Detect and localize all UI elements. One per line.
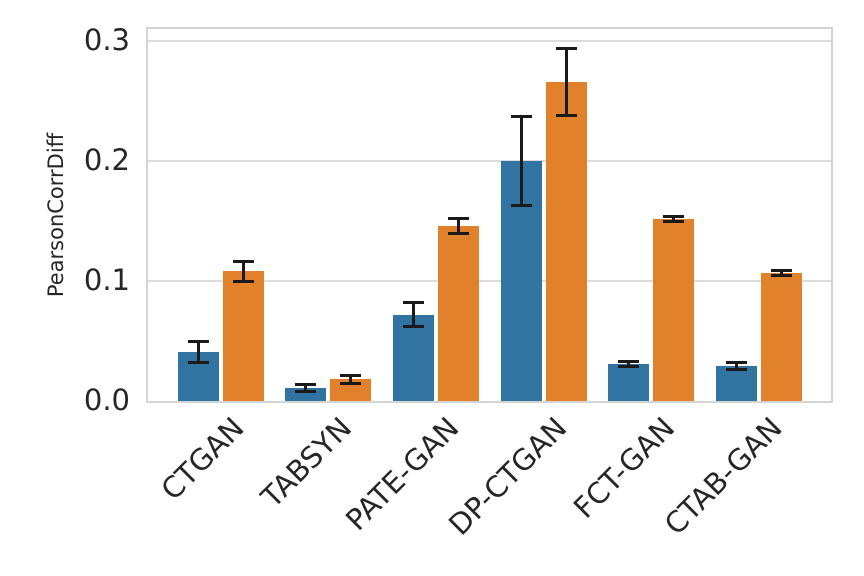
gridline-y-0.2 [148, 160, 831, 162]
plot-area [146, 27, 833, 403]
x-tick-label-fct-gan: FCT-GAN [566, 410, 681, 525]
y-tick-label: 0.1 [83, 263, 130, 297]
y-tick-label: 0.0 [83, 383, 130, 417]
error-bar [735, 362, 738, 370]
bar-fct-gan-series-blue [608, 364, 650, 401]
error-bar-cap-low [402, 325, 424, 329]
error-bar [519, 116, 523, 206]
error-bar-cap-low [663, 219, 685, 223]
error-bar-cap-high [726, 361, 747, 365]
error-bar-cap-low [187, 361, 209, 365]
y-tick-label: 0.3 [83, 23, 130, 57]
x-tick-label-tabsyn: TABSYN [254, 410, 358, 515]
gridline-y-0.3 [148, 40, 831, 42]
error-bar-cap-low [726, 368, 747, 372]
error-bar [564, 48, 568, 116]
bar-fct-gan-series-orange [653, 219, 695, 401]
bar-pate-gan-series-orange [437, 226, 479, 401]
error-bar-cap-high [187, 339, 209, 343]
gridline-y-0.1 [148, 280, 831, 282]
error-bar-cap-low [618, 364, 640, 368]
error-bar-cap-high [663, 214, 685, 218]
bar-ctab-gan-series-blue [716, 366, 757, 401]
bar-pate-gan-series-blue [392, 315, 434, 401]
error-bar [627, 361, 631, 367]
error-bar-cap-high [447, 217, 469, 221]
error-bar-cap-low [510, 203, 532, 207]
error-bar-cap-low [340, 381, 362, 385]
x-tick-label-ctgan: CTGAN [153, 410, 251, 507]
error-bar-cap-low [447, 231, 469, 235]
error-bar-cap-low [232, 279, 254, 283]
error-bar [672, 216, 676, 221]
error-bar-cap-high [618, 359, 640, 363]
error-bar [241, 261, 245, 281]
error-bar-cap-low [771, 273, 792, 277]
error-bar-cap-low [295, 389, 317, 393]
error-bar-cap-high [771, 268, 792, 272]
error-bar [196, 341, 200, 363]
error-bar [411, 302, 415, 327]
y-tick-label: 0.2 [83, 143, 130, 177]
error-bar-cap-high [232, 260, 254, 264]
bar-dp-ctgan-series-orange [545, 82, 587, 401]
error-bar-cap-high [340, 374, 362, 378]
error-bar [780, 270, 783, 275]
error-bar-cap-low [555, 113, 577, 117]
error-bar [456, 218, 460, 233]
error-bar-cap-high [555, 46, 577, 50]
bar-tabsyn-series-orange [330, 379, 372, 401]
error-bar-cap-high [402, 301, 424, 305]
error-bar-cap-high [510, 115, 532, 119]
error-bar-cap-high [295, 382, 317, 386]
bar-ctgan-series-orange [222, 271, 264, 401]
bar-ctab-gan-series-orange [761, 273, 802, 401]
error-bar [304, 384, 308, 392]
error-bar [349, 375, 353, 383]
